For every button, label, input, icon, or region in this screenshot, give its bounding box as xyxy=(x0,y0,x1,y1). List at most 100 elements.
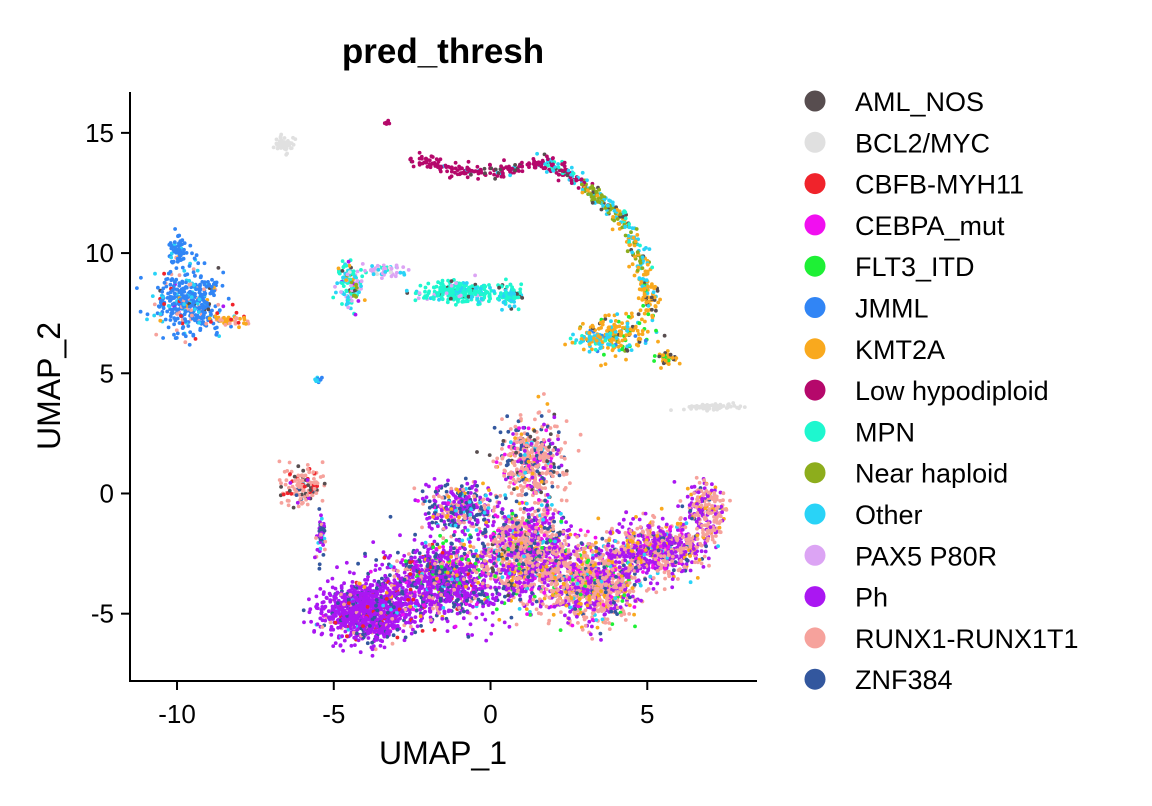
data-point xyxy=(474,286,478,290)
data-point xyxy=(413,630,418,635)
data-point xyxy=(390,641,395,646)
data-point xyxy=(201,310,206,315)
data-point xyxy=(375,617,380,622)
data-point xyxy=(381,603,386,608)
data-point xyxy=(152,313,157,318)
data-point xyxy=(183,317,187,321)
data-point xyxy=(408,560,412,565)
data-point xyxy=(286,503,291,508)
data-point xyxy=(191,298,196,303)
data-point xyxy=(315,481,320,486)
data-point xyxy=(372,579,377,583)
data-point xyxy=(351,616,356,621)
data-point xyxy=(460,557,464,562)
data-point xyxy=(306,496,311,500)
data-point xyxy=(476,300,481,304)
data-point xyxy=(392,574,397,579)
data-point xyxy=(187,342,192,347)
data-point xyxy=(599,345,603,350)
data-point xyxy=(441,606,446,610)
data-point xyxy=(426,553,430,558)
data-point xyxy=(504,477,508,482)
data-point xyxy=(579,340,584,344)
data-point xyxy=(411,566,416,570)
data-point xyxy=(375,624,379,629)
data-point xyxy=(487,283,491,287)
data-point xyxy=(414,598,419,603)
data-point xyxy=(687,405,692,409)
data-point xyxy=(242,317,247,322)
data-point xyxy=(402,272,407,277)
data-point xyxy=(200,314,205,319)
data-point xyxy=(379,615,384,620)
data-point xyxy=(308,607,313,612)
data-point xyxy=(197,290,202,295)
data-point xyxy=(539,479,544,484)
data-point xyxy=(654,328,658,333)
data-point xyxy=(428,609,433,614)
data-point xyxy=(511,287,515,292)
data-point xyxy=(563,440,567,445)
data-point xyxy=(511,432,515,436)
data-point xyxy=(539,530,544,534)
data-point xyxy=(406,268,411,272)
data-point xyxy=(300,501,304,506)
data-point xyxy=(393,274,398,279)
data-point xyxy=(568,481,572,485)
data-point xyxy=(208,310,213,314)
data-point xyxy=(451,561,456,566)
data-point xyxy=(637,321,642,326)
data-point xyxy=(548,451,553,455)
data-point xyxy=(423,285,428,290)
data-point xyxy=(180,265,185,270)
data-point xyxy=(440,561,445,566)
data-point xyxy=(605,332,609,337)
data-point xyxy=(357,581,362,586)
data-point xyxy=(236,320,241,325)
data-point xyxy=(355,279,360,283)
data-point xyxy=(369,628,373,632)
data-point xyxy=(543,498,548,503)
data-point xyxy=(234,310,239,315)
data-point xyxy=(344,278,349,282)
data-point xyxy=(189,304,194,308)
data-point xyxy=(431,295,435,300)
data-point xyxy=(349,280,354,285)
data-point xyxy=(464,594,469,599)
data-point xyxy=(498,493,503,498)
data-point xyxy=(184,251,189,255)
data-point xyxy=(200,280,205,284)
data-point xyxy=(490,623,495,628)
data-point xyxy=(436,602,441,607)
data-point xyxy=(455,549,460,554)
data-point xyxy=(216,266,221,270)
data-point xyxy=(518,287,523,292)
data-point xyxy=(444,291,449,296)
data-point xyxy=(521,456,526,461)
data-point xyxy=(191,267,196,272)
data-point xyxy=(179,314,183,318)
data-point xyxy=(336,625,340,630)
data-point xyxy=(321,474,325,478)
data-point xyxy=(472,590,476,595)
data-point xyxy=(614,336,619,340)
data-point xyxy=(309,619,313,624)
data-point xyxy=(339,290,343,294)
data-point xyxy=(413,593,417,598)
data-point xyxy=(187,278,192,283)
data-point xyxy=(525,432,530,437)
data-point xyxy=(165,309,170,314)
data-point xyxy=(234,316,239,320)
data-point xyxy=(377,567,382,571)
data-point xyxy=(497,285,501,290)
data-point xyxy=(482,283,487,288)
data-point xyxy=(408,587,413,592)
data-point xyxy=(328,598,333,602)
data-point xyxy=(511,472,516,476)
data-point xyxy=(502,620,507,625)
data-point xyxy=(395,584,400,589)
data-point xyxy=(383,270,388,274)
data-point xyxy=(490,601,495,606)
data-point xyxy=(360,274,365,279)
data-point xyxy=(610,337,615,341)
